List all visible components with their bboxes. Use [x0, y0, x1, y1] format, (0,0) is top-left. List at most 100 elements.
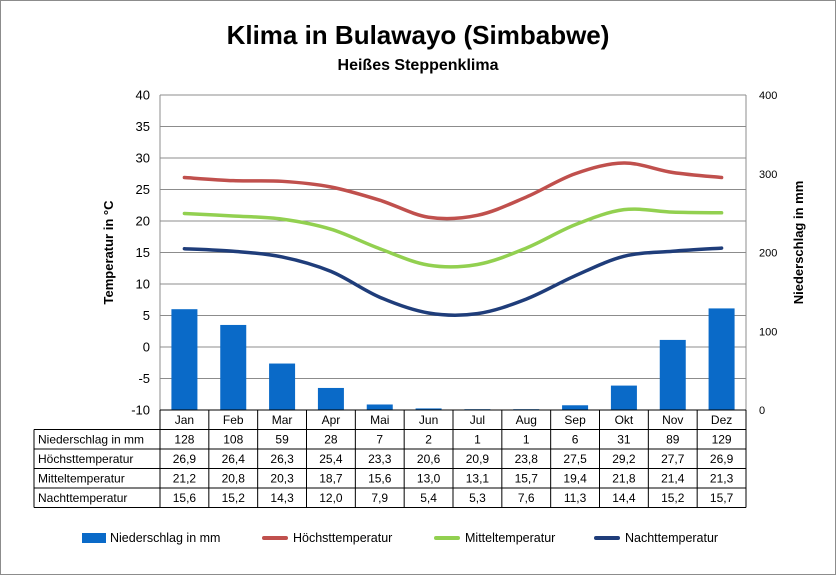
precipitation-row-cell: 89	[666, 433, 680, 447]
max-temp-row-cell: 26,9	[710, 452, 734, 466]
legend-label-max-temp: Höchsttemperatur	[293, 531, 393, 545]
legend-item-night-temp: Nachttemperatur	[594, 531, 718, 545]
precipitation-row-cell: 6	[572, 433, 579, 447]
y-tick-left: 5	[143, 308, 150, 323]
legend-swatch-night-temp	[594, 536, 620, 540]
mean-temp-row-cell: 15,7	[515, 472, 539, 486]
precipitation-row-cell: 1	[474, 433, 481, 447]
legend-item-mean-temp: Mitteltemperatur	[434, 531, 555, 545]
y-tick-left: -10	[131, 403, 150, 418]
y-tick-left: 25	[136, 182, 150, 197]
precipitation-bar	[610, 385, 637, 410]
legend-item-precipitation: Niederschlag in mm	[82, 531, 220, 545]
precipitation-bar	[220, 324, 247, 410]
y-tick-left: -5	[138, 371, 150, 386]
night-temp-row-cell: 12,0	[319, 491, 343, 505]
max-temp-row-cell: 23,8	[515, 452, 539, 466]
precipitation-row-cell: 1	[523, 433, 530, 447]
x-tick-label: Apr	[322, 413, 341, 427]
mean-temp-row-cell: 21,3	[710, 472, 734, 486]
max-temp-row-cell: 26,3	[270, 452, 294, 466]
y-tick-left: 30	[136, 151, 150, 166]
night-temp-row-cell: 15,7	[710, 491, 734, 505]
mean-temp-row-cell: 15,6	[368, 472, 392, 486]
y-tick-left: 0	[143, 340, 150, 355]
max-temp-row-cell: 23,3	[368, 452, 392, 466]
y-tick-right: 200	[759, 248, 777, 260]
legend-swatch-precipitation	[82, 533, 106, 543]
y-tick-left: 15	[136, 245, 150, 260]
x-tick-label: Nov	[662, 413, 683, 427]
precipitation-row-cell: 59	[275, 433, 289, 447]
x-tick-label: Mai	[370, 413, 389, 427]
legend: Niederschlag in mm Höchsttemperatur Mitt…	[0, 531, 836, 551]
x-tick-label: Mar	[272, 413, 293, 427]
y-axis-left-label: Temperatur in °C	[101, 200, 116, 305]
mean-temp-row-cell: 13,1	[466, 472, 490, 486]
y-tick-right: 400	[759, 90, 777, 102]
y-axis-right-label: Niederschlag in mm	[791, 181, 806, 305]
precipitation-row-cell: 128	[174, 433, 194, 447]
night-temp-row-cell: 5,4	[420, 491, 437, 505]
y-tick-right: 300	[759, 169, 777, 181]
precipitation-row-cell: 2	[425, 433, 432, 447]
precipitation-bar	[659, 339, 686, 410]
legend-label-precipitation: Niederschlag in mm	[110, 531, 221, 545]
precipitation-row-cell: 108	[223, 433, 243, 447]
max-temp-row-label: Höchsttemperatur	[38, 452, 133, 466]
legend-label-night-temp: Nachttemperatur	[625, 531, 719, 545]
x-tick-label: Jul	[470, 413, 485, 427]
max-temp-row-cell: 20,9	[466, 452, 490, 466]
x-tick-label: Dez	[711, 413, 732, 427]
x-tick-label: Sep	[564, 413, 586, 427]
mean-temp-row-cell: 18,7	[319, 472, 343, 486]
precipitation-bar	[269, 363, 296, 410]
legend-label-mean-temp: Mitteltemperatur	[465, 531, 556, 545]
precipitation-row-cell: 7	[376, 433, 383, 447]
y-tick-left: 40	[136, 88, 150, 103]
precipitation-row-cell: 28	[324, 433, 338, 447]
night-temp-row-cell: 5,3	[469, 491, 486, 505]
mean-temp-row-cell: 19,4	[563, 472, 587, 486]
legend-swatch-mean-temp	[434, 536, 460, 540]
night-temp-row-cell: 15,6	[173, 491, 197, 505]
mean-temp-row-cell: 21,4	[661, 472, 685, 486]
precipitation-bar	[708, 308, 735, 410]
precipitation-bar	[171, 309, 198, 410]
chart-subtitle: Heißes Steppenklima	[337, 57, 499, 74]
legend-item-max-temp: Höchsttemperatur	[262, 531, 392, 545]
x-tick-label: Aug	[516, 413, 537, 427]
chart-title: Klima in Bulawayo (Simbabwe)	[226, 20, 610, 50]
x-tick-label: Jan	[175, 413, 194, 427]
max-temp-row-cell: 27,7	[661, 452, 685, 466]
precipitation-row-label: Niederschlag in mm	[38, 433, 144, 447]
night-temp-row-cell: 7,6	[518, 491, 535, 505]
night-temp-line	[182, 246, 724, 317]
x-tick-label: Jun	[419, 413, 438, 427]
night-temp-row-label: Nachttemperatur	[38, 491, 127, 505]
mean-temp-row-label: Mitteltemperatur	[38, 472, 125, 486]
mean-temp-row-cell: 20,3	[270, 472, 294, 486]
mean-temp-row-cell: 20,8	[222, 472, 246, 486]
mean-temp-row-cell: 13,0	[417, 472, 441, 486]
max-temp-row-cell: 25,4	[319, 452, 343, 466]
night-temp-row-cell: 15,2	[661, 491, 685, 505]
precipitation-row-cell: 31	[617, 433, 631, 447]
y-tick-left: 20	[136, 214, 150, 229]
precipitation-row-cell: 129	[712, 433, 732, 447]
x-tick-label: Feb	[223, 413, 244, 427]
y-tick-right: 0	[759, 405, 765, 417]
max-temp-row-cell: 26,9	[173, 452, 197, 466]
mean-temp-row-cell: 21,8	[612, 472, 636, 486]
y-tick-left: 35	[136, 119, 150, 134]
legend-swatch-max-temp	[262, 536, 288, 540]
x-tick-label: Okt	[615, 413, 634, 427]
precipitation-bar	[415, 408, 442, 410]
max-temp-line	[182, 161, 724, 221]
mean-temp-line	[182, 207, 724, 269]
night-temp-row-cell: 11,3	[564, 491, 587, 505]
night-temp-row-cell: 15,2	[222, 491, 246, 505]
max-temp-row-cell: 20,6	[417, 452, 441, 466]
max-temp-row-cell: 29,2	[612, 452, 636, 466]
y-tick-right: 100	[759, 326, 777, 338]
